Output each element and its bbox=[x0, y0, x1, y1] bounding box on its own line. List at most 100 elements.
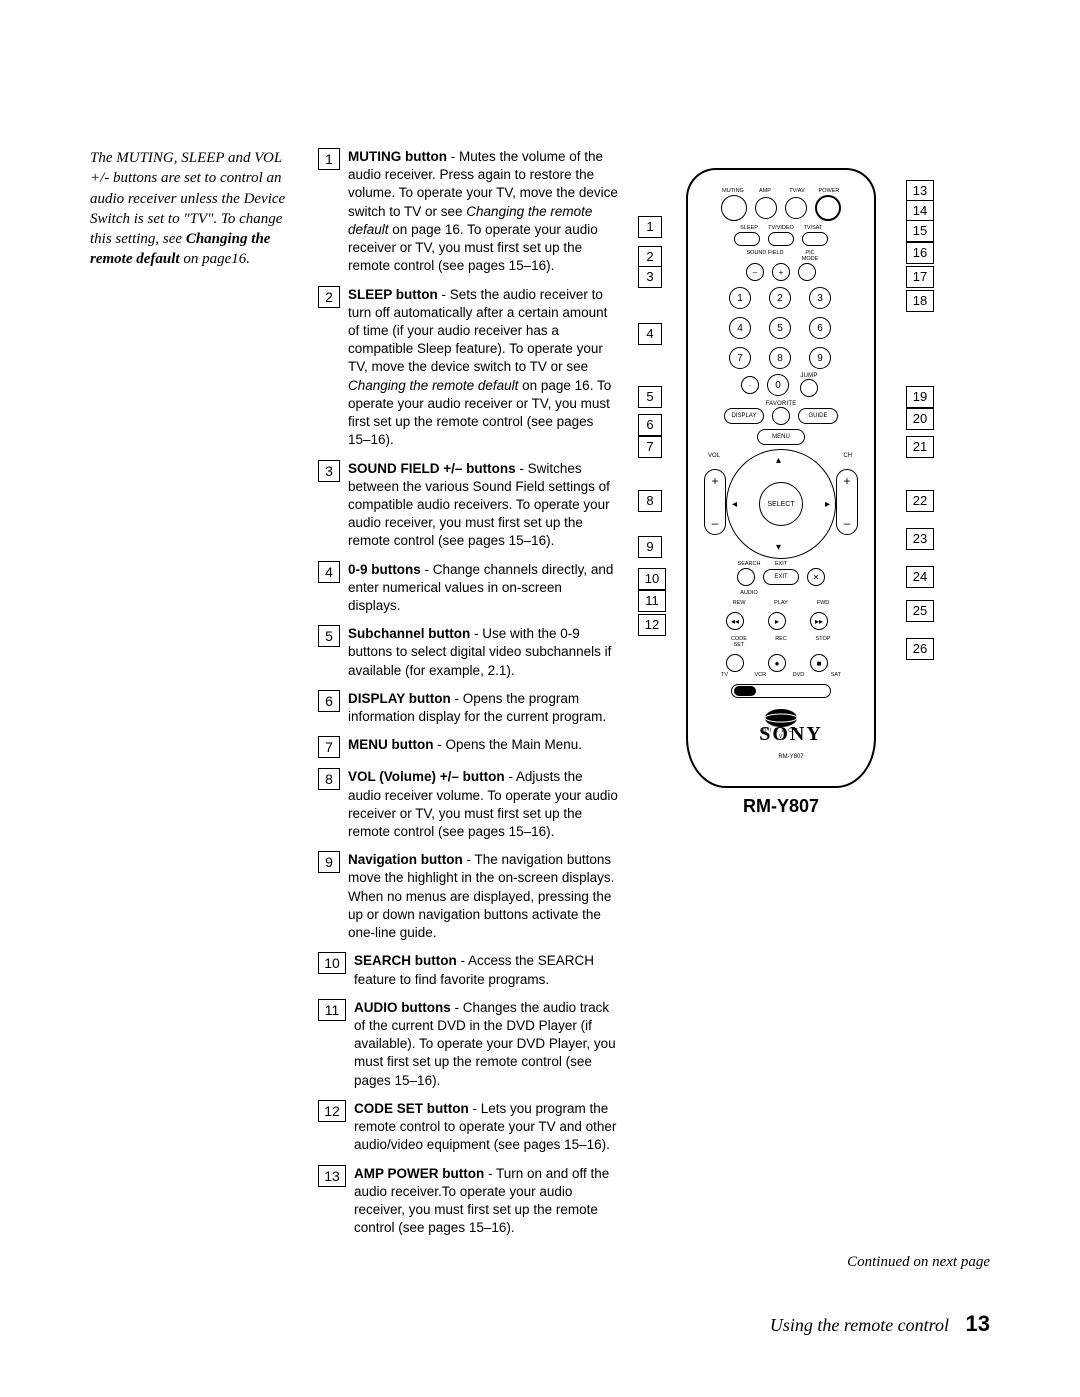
mute-icon-button[interactable]: ✕ bbox=[807, 568, 825, 586]
lbl-vol: VOL bbox=[708, 453, 720, 459]
description-row: 40-9 buttons - Change channels directly,… bbox=[318, 561, 618, 616]
callout-right: 14 bbox=[906, 200, 934, 222]
amp-button[interactable] bbox=[755, 197, 777, 219]
sidebar-note-suffix: on page16. bbox=[183, 251, 250, 267]
description-text: MUTING button - Mutes the volume of the … bbox=[348, 148, 618, 276]
navigation-dpad[interactable]: SELECT ▴ ▾ ◂ ▸ bbox=[726, 449, 836, 559]
description-row: 1 MUTING button - Mutes the volume of the… bbox=[318, 148, 618, 276]
callout-right: 15 bbox=[906, 220, 934, 242]
description-row: 12CODE SET button - Lets you program the… bbox=[318, 1100, 618, 1155]
nav-right-icon: ▸ bbox=[825, 499, 830, 510]
callout-right: 25 bbox=[906, 600, 934, 622]
lbl-tvsat: TV/SAT bbox=[800, 225, 826, 231]
sony-logo: SONY bbox=[698, 723, 876, 746]
description-text: AMP POWER button - Turn on and off the a… bbox=[354, 1165, 618, 1238]
transport-play-button[interactable]: ▸ bbox=[768, 612, 786, 630]
transport-label: REW bbox=[726, 600, 752, 606]
select-button[interactable]: SELECT bbox=[759, 482, 803, 526]
description-number: 1 bbox=[318, 148, 340, 170]
transport-stop-button[interactable]: ■ bbox=[810, 654, 828, 672]
search-button[interactable] bbox=[737, 568, 755, 586]
callout-right: 21 bbox=[906, 436, 934, 458]
description-number: 3 bbox=[318, 460, 340, 482]
description-text: Navigation button - The navigation butto… bbox=[348, 851, 618, 942]
channel-rocker[interactable]: +– bbox=[836, 469, 858, 535]
callout-left: 5 bbox=[638, 386, 662, 408]
model-caption: RM-Y807 bbox=[686, 796, 876, 817]
device-slider[interactable] bbox=[731, 684, 831, 698]
description-text: DISPLAY button - Opens the program infor… bbox=[348, 690, 618, 726]
volume-rocker[interactable]: +– bbox=[704, 469, 726, 535]
description-text: Subchannel button - Use with the 0-9 but… bbox=[348, 625, 618, 680]
picmode-button[interactable] bbox=[798, 263, 816, 281]
number-3-button[interactable]: 3 bbox=[809, 287, 831, 309]
lbl-tvav: TV/AV bbox=[784, 188, 810, 194]
codeset-button[interactable] bbox=[726, 654, 744, 672]
power-button[interactable] bbox=[815, 195, 841, 221]
sleep-button[interactable] bbox=[734, 232, 760, 246]
description-text: MENU button - Opens the Main Menu. bbox=[348, 736, 582, 754]
jump-button[interactable] bbox=[800, 379, 818, 397]
callout-right: 22 bbox=[906, 490, 934, 512]
lbl-vcr: VCR bbox=[755, 672, 767, 678]
description-number: 8 bbox=[318, 768, 340, 790]
callout-left: 1 bbox=[638, 216, 662, 238]
lbl-audio: AUDIO bbox=[739, 590, 759, 596]
description-row: 2SLEEP button - Sets the audio receiver … bbox=[318, 286, 618, 450]
remote-diagram-area: 123456789101112 131415161718192021222324… bbox=[636, 148, 936, 1247]
callout-left: 10 bbox=[638, 568, 666, 590]
favorite-button[interactable] bbox=[772, 407, 790, 425]
guide-button[interactable]: GUIDE bbox=[798, 408, 838, 424]
description-number: 13 bbox=[318, 1165, 346, 1187]
transport-label: REC bbox=[768, 636, 794, 648]
page-number: 13 bbox=[966, 1311, 990, 1336]
callout-left: 7 bbox=[638, 436, 662, 458]
lbl-tv: TV bbox=[721, 672, 728, 678]
callout-right: 23 bbox=[906, 528, 934, 550]
description-row: 7 MENU button - Opens the Main Menu. bbox=[318, 736, 618, 758]
nav-left-icon: ◂ bbox=[732, 499, 737, 510]
lbl-muting: MUTING bbox=[720, 188, 746, 194]
transport-rec-button[interactable]: ● bbox=[768, 654, 786, 672]
description-row: 11AUDIO buttons - Changes the audio trac… bbox=[318, 999, 618, 1090]
lbl-ch: CH bbox=[843, 453, 852, 459]
display-button[interactable]: DISPLAY bbox=[724, 408, 764, 424]
description-number: 12 bbox=[318, 1100, 346, 1122]
transport-rew-button[interactable]: ◂◂ bbox=[726, 612, 744, 630]
tvvideo-button[interactable] bbox=[768, 232, 794, 246]
description-text: VOL (Volume) +/– button - Adjusts the au… bbox=[348, 768, 618, 841]
callout-right: 16 bbox=[906, 242, 934, 264]
sidebar-note: The MUTING, SLEEP and VOL +/- buttons ar… bbox=[90, 148, 300, 1247]
exit-button[interactable]: EXIT bbox=[763, 569, 799, 585]
callout-left: 4 bbox=[638, 323, 662, 345]
footer-title: Using the remote control bbox=[770, 1315, 949, 1335]
number-2-button[interactable]: 2 bbox=[769, 287, 791, 309]
number-7-button[interactable]: 7 bbox=[729, 347, 751, 369]
description-number: 10 bbox=[318, 952, 346, 974]
transport-fwd-button[interactable]: ▸▸ bbox=[810, 612, 828, 630]
transport-label: STOP bbox=[810, 636, 836, 648]
callout-left: 9 bbox=[638, 536, 662, 558]
zero-button[interactable]: 0 bbox=[767, 374, 789, 396]
number-9-button[interactable]: 9 bbox=[809, 347, 831, 369]
lbl-soundfield: SOUND FIELD bbox=[739, 250, 791, 262]
number-1-button[interactable]: 1 bbox=[729, 287, 751, 309]
number-5-button[interactable]: 5 bbox=[769, 317, 791, 339]
soundfield-plus-button[interactable]: + bbox=[772, 263, 790, 281]
description-row: 13 AMP POWER button - Turn on and off the… bbox=[318, 1165, 618, 1238]
subchannel-button[interactable]: · bbox=[741, 376, 759, 394]
menu-button[interactable]: MENU bbox=[757, 429, 805, 445]
remote-illustration: MUTING AMP TV/AV POWER SLEEP TV/VIDEO TV… bbox=[686, 168, 876, 817]
number-4-button[interactable]: 4 bbox=[729, 317, 751, 339]
description-row: 10 SEARCH button - Access the SEARCH feat… bbox=[318, 952, 618, 988]
description-number: 7 bbox=[318, 736, 340, 758]
tvsat-button[interactable] bbox=[802, 232, 828, 246]
number-8-button[interactable]: 8 bbox=[769, 347, 791, 369]
callout-right: 19 bbox=[906, 386, 934, 408]
description-text: SEARCH button - Access the SEARCH featur… bbox=[354, 952, 618, 988]
soundfield-minus-button[interactable]: – bbox=[746, 263, 764, 281]
description-text: SOUND FIELD +/– buttons - Switches betwe… bbox=[348, 460, 618, 551]
tvav-button[interactable] bbox=[785, 197, 807, 219]
muting-button[interactable] bbox=[721, 195, 747, 221]
number-6-button[interactable]: 6 bbox=[809, 317, 831, 339]
